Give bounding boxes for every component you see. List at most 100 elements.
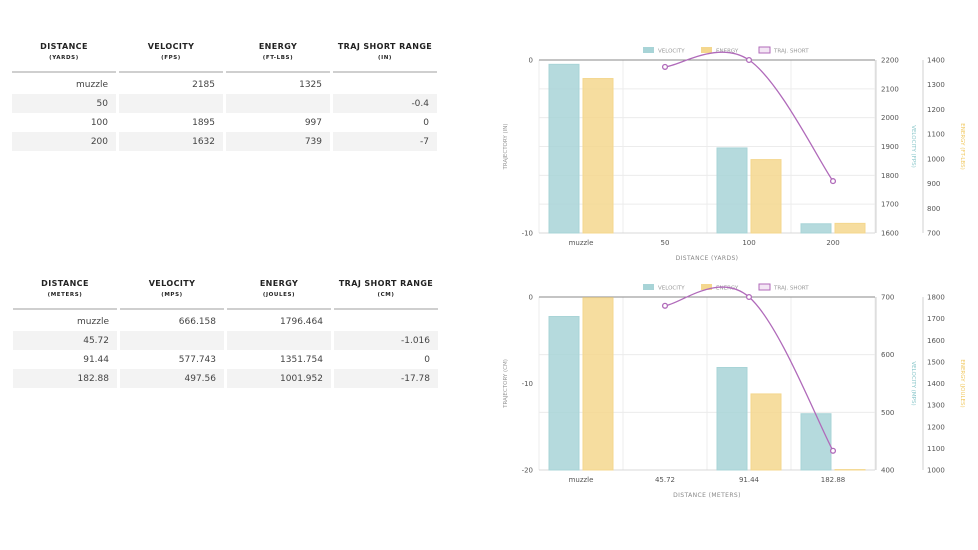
table-row: 182.88 497.56 1001.952 -17.78 <box>13 369 438 388</box>
table-row: 45.72 -1.016 <box>13 331 438 350</box>
velocity-tick-label: 1700 <box>881 201 899 209</box>
velocity-axis: 2200 2100 2000 1900 1800 1700 1600 VELOCITY (FP… <box>881 57 916 238</box>
x-tick-label: 91.44 <box>739 476 760 484</box>
cell-velocity <box>119 94 223 113</box>
legend-label: VELOCITY <box>658 49 685 55</box>
left-axis: 0 -10 TRAJECTORY (IN) <box>503 57 533 238</box>
trajectory-point <box>661 63 669 70</box>
x-tick-label: muzzle <box>569 239 594 247</box>
velocity-tick-label: 500 <box>881 409 894 417</box>
velocity-bar <box>800 223 832 234</box>
legend-swatch <box>701 284 712 290</box>
cell-velocity <box>120 331 224 350</box>
cell-distance: 91.44 <box>83 354 109 365</box>
x-axis-label: DISTANCE (YARDS) <box>676 255 739 262</box>
trajectory-line <box>664 286 834 452</box>
energy-tick-label: 1100 <box>927 445 945 453</box>
header-traj: TRAJ SHORT RANGE (CM) <box>334 279 438 310</box>
velocity-tick-label: 2100 <box>881 85 899 93</box>
ballistics-chart-metric: VELOCITY ENERGY TRAJ. SHORT 0 -10 -20 TRAJECTO… <box>503 283 965 499</box>
legend: VELOCITY ENERGY TRAJ. SHORT <box>643 46 809 55</box>
cell-velocity: 1632 <box>119 132 223 151</box>
velocity-bar <box>548 63 580 234</box>
energy-tick-label: 700 <box>927 230 940 238</box>
bars <box>548 297 866 471</box>
trajectory-point <box>829 447 837 454</box>
energy-tick-label: 1800 <box>927 294 945 302</box>
energy-axis-label: ENERGY (JOULES) <box>959 359 965 407</box>
ballistics-table-imperial: DISTANCE (YARDS) VELOCITY (FPS) ENERGY (FT-… <box>9 42 440 151</box>
energy-tick-label: 1700 <box>927 315 945 323</box>
legend-label: VELOCITY <box>658 286 685 292</box>
energy-tick-label: 1400 <box>927 57 945 65</box>
table-row: muzzle 666.158 1796.464 <box>13 310 438 331</box>
energy-tick-label: 1500 <box>927 358 945 366</box>
cell-traj: -0.4 <box>333 94 437 113</box>
ballistics-table-metric: DISTANCE (METERS) VELOCITY (MPS) ENERGY (JO… <box>10 279 441 388</box>
cell-distance: muzzle <box>76 79 108 90</box>
cell-energy: 1351.754 <box>280 354 323 365</box>
y-tick-label: 0 <box>529 294 533 302</box>
x-tick-label: 45.72 <box>655 476 675 484</box>
cell-distance: 50 <box>12 94 116 113</box>
cell-energy: 1796.464 <box>280 316 323 327</box>
energy-tick-label: 1300 <box>927 402 945 410</box>
y-axis-label: TRAJECTORY (IN) <box>503 124 509 171</box>
energy-axis-label: ENERGY (FT-LBS) <box>959 123 965 169</box>
cell-energy <box>226 94 330 113</box>
table-row: 91.44 577.743 1351.754 0 <box>13 350 438 369</box>
cell-traj <box>333 73 437 94</box>
header-distance: DISTANCE (METERS) <box>13 279 117 310</box>
cell-traj: -7 <box>333 132 437 151</box>
y-tick-label: -10 <box>522 380 533 388</box>
legend-swatch <box>643 47 654 53</box>
energy-tick-label: 1200 <box>927 106 945 114</box>
x-tick-label: 100 <box>742 239 755 247</box>
energy-tick-label: 1300 <box>927 81 945 89</box>
energy-tick-label: 1100 <box>927 131 945 139</box>
cell-velocity: 497.56 <box>120 369 224 388</box>
velocity-axis: 700 600 500 400 VELOCITY (MPS) <box>881 294 916 475</box>
legend-swatch <box>701 47 712 53</box>
left-axis: 0 -10 -20 TRAJECTORY (CM) <box>503 294 533 475</box>
trajectory-point <box>745 293 753 301</box>
x-tick-label: 200 <box>826 239 839 247</box>
velocity-axis-label: VELOCITY (FPS) <box>910 125 916 168</box>
table-row: muzzle 2185 1325 <box>12 73 437 94</box>
x-tick-label: 50 <box>661 239 670 247</box>
energy-axis: 1800 1700 1600 1500 1400 1300 1200 1100 1000 ENER… <box>927 294 965 475</box>
header-energy: ENERGY (FT-LBS) <box>226 42 330 73</box>
bars <box>548 63 866 234</box>
velocity-bar <box>716 367 748 471</box>
ballistics-chart-imperial: VELOCITY ENERGY TRAJ. SHORT 0 -10 TRAJECTORY … <box>503 46 965 262</box>
cell-distance: muzzle <box>77 316 109 327</box>
velocity-tick-label: 400 <box>881 467 894 475</box>
trajectory-line <box>664 51 834 182</box>
x-axis-label: DISTANCE (METERS) <box>673 492 741 499</box>
cell-traj: -17.78 <box>334 369 438 388</box>
trajectory-point <box>661 302 669 309</box>
velocity-tick-label: 600 <box>881 351 894 359</box>
energy-bar <box>750 159 782 234</box>
header-velocity: VELOCITY (FPS) <box>119 42 223 73</box>
velocity-tick-label: 1900 <box>881 143 899 151</box>
cell-distance: 45.72 <box>13 331 117 350</box>
energy-bar <box>582 78 614 234</box>
velocity-bar <box>800 413 832 471</box>
cell-energy: 997 <box>304 117 322 128</box>
legend-label: ENERGY <box>716 286 739 292</box>
x-axis-labels: muzzle 50 100 200 DISTANCE (YARDS) <box>569 239 840 262</box>
legend-label: TRAJ. SHORT <box>773 286 809 292</box>
energy-bar <box>750 393 782 471</box>
cell-energy: 739 <box>226 132 330 151</box>
cell-distance: 100 <box>90 117 108 128</box>
x-tick-label: muzzle <box>569 476 594 484</box>
y-axis-label: TRAJECTORY (CM) <box>503 359 509 409</box>
energy-bar <box>834 222 866 234</box>
table-row: 50 -0.4 <box>12 94 437 113</box>
cell-traj <box>334 310 438 331</box>
cell-velocity: 1895 <box>192 117 215 128</box>
velocity-bar <box>548 316 580 471</box>
energy-tick-label: 800 <box>927 205 940 213</box>
energy-axis: 1400 1300 1200 1100 1000 900 800 700 ENERGY (FT-… <box>927 57 965 238</box>
